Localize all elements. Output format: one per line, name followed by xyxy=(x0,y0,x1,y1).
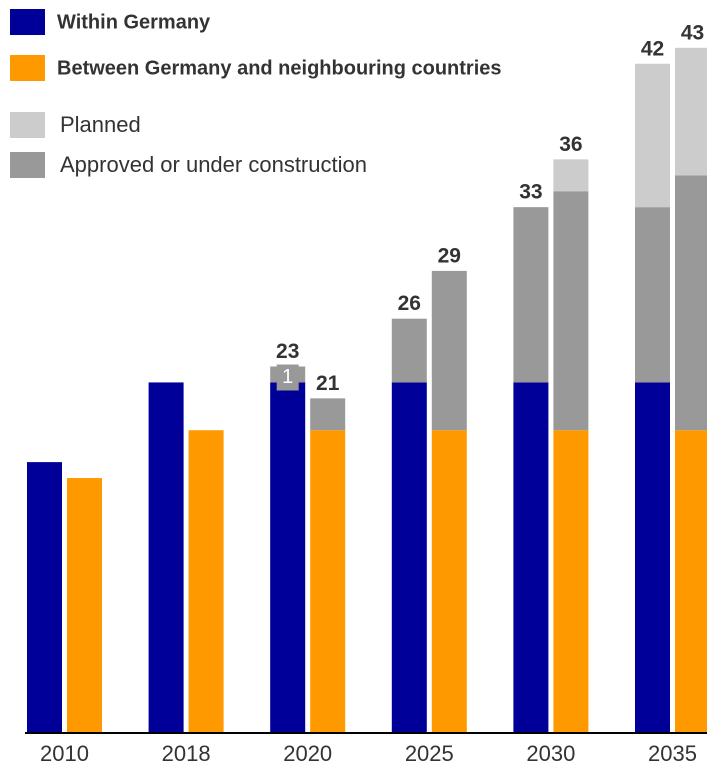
legend: Within Germany Between Germany and neighb… xyxy=(10,9,502,178)
x-tick-label: 2010 xyxy=(40,741,89,766)
x-tick-label: 2025 xyxy=(405,741,454,766)
bar-segment xyxy=(310,398,346,431)
bar-segment xyxy=(635,382,670,733)
bar-segment xyxy=(635,207,670,383)
bar-segment xyxy=(188,430,224,733)
bar-segment xyxy=(553,191,589,431)
total-label: 26 xyxy=(398,292,421,315)
bar-segment xyxy=(148,382,184,733)
segment-label: 1 xyxy=(282,366,293,388)
bar-segment xyxy=(310,430,346,733)
bar-segment xyxy=(635,63,670,208)
total-label: 43 xyxy=(681,21,704,44)
bar-segment xyxy=(675,430,707,733)
total-label: 42 xyxy=(641,37,664,60)
bar-segment xyxy=(513,382,549,733)
bar-segment xyxy=(553,430,589,733)
total-label: 21 xyxy=(316,372,340,395)
bar-segment xyxy=(391,382,427,733)
legend-swatch xyxy=(10,55,45,81)
legend-swatch xyxy=(10,112,45,138)
bar-segment xyxy=(67,478,102,733)
x-tick-label: 2020 xyxy=(283,741,332,766)
segment-label-bg xyxy=(276,364,299,391)
bar-segment xyxy=(270,382,306,733)
bar-segment xyxy=(27,462,62,733)
legend-label: Planned xyxy=(60,112,141,137)
bar-segment xyxy=(391,318,427,383)
bar-segment xyxy=(431,270,467,431)
bar-segment xyxy=(431,430,467,733)
bar-segment xyxy=(675,175,707,431)
legend-label: Within Germany xyxy=(57,11,211,33)
bars xyxy=(27,47,707,733)
total-label: 36 xyxy=(559,133,582,156)
total-label: 29 xyxy=(438,244,461,267)
bar-segment xyxy=(675,47,707,176)
bar-segment xyxy=(513,207,549,383)
legend-label: Approved or under construction xyxy=(60,152,367,177)
legend-label: Between Germany and neighbouring countri… xyxy=(57,57,502,79)
bar-segment xyxy=(553,159,589,192)
total-label: 23 xyxy=(276,340,299,363)
total-label: 33 xyxy=(519,181,542,204)
x-tick-label: 2035 xyxy=(648,741,697,766)
legend-swatch xyxy=(10,9,45,35)
x-tick-label: 2030 xyxy=(526,741,575,766)
x-tick-label: 2018 xyxy=(162,741,211,766)
legend-swatch xyxy=(10,152,45,178)
